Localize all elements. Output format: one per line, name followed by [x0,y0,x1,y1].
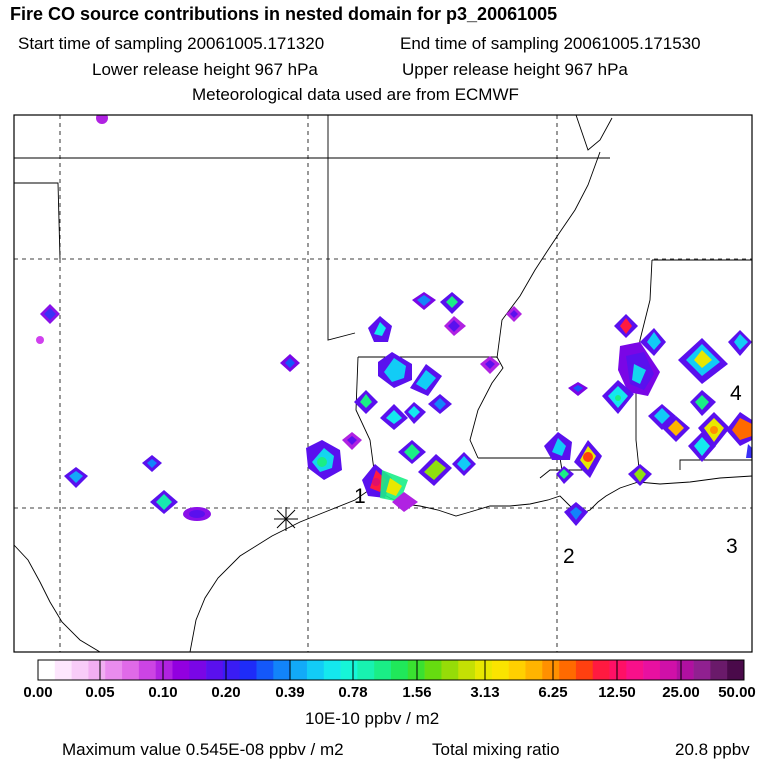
total-mixing-value: 20.8 ppbv [675,740,750,759]
color-scale-swatch [357,660,375,680]
color-scale-swatch [710,660,728,680]
international-border [14,544,101,652]
map-area: 1 2 3 4 [14,115,752,652]
scale-label: 0.20 [211,684,240,701]
color-scale-swatch [458,660,476,680]
site-label-4: 4 [730,382,742,405]
site-labels: 1 2 3 4 [354,382,742,568]
map-frame [13,114,753,653]
scale-label: 25.00 [662,684,700,701]
scale-label: 0.78 [338,684,367,701]
color-scale-swatch [475,660,493,680]
summary-line: Maximum value 0.545E-08 ppbv / m2 Total … [62,740,750,760]
max-value-text: Maximum value 0.545E-08 ppbv / m2 [62,740,344,759]
release-heights-row: Lower release height 967 hPa Upper relea… [92,60,768,80]
color-scale-bar [37,659,745,681]
color-scale-swatch [659,660,678,680]
color-scale-swatch [172,660,190,680]
total-mixing-label: Total mixing ratio [432,740,560,759]
color-scale-swatch [306,660,325,680]
color-scale-swatch [54,660,72,680]
color-scale-swatch [407,660,425,680]
color-scale-swatch [374,660,392,680]
scale-label: 50.00 [718,684,756,701]
map-title: Fire CO source contributions in nested d… [10,4,558,24]
color-scale-swatch [239,660,257,680]
color-scale-swatch [424,660,442,680]
color-scale-swatch [391,660,409,680]
color-scale-swatch [491,660,509,680]
color-scale-swatch [626,660,644,680]
upper-height-text: Upper release height 967 hPa [402,60,628,79]
color-scale-swatch [88,660,106,680]
colorbar-unit: 10E-10 ppbv / m2 [305,709,440,728]
color-scale-swatch [290,660,308,680]
color-scale-swatch [155,660,173,680]
color-scale-swatch [189,660,207,680]
color-scale-swatch [71,660,89,680]
met-data-text: Meteorological data used are from ECMWF [192,85,519,104]
color-scale-swatch [256,660,274,680]
scale-label: 0.10 [148,684,177,701]
scale-label: 6.25 [538,684,567,701]
scale-label: 0.00 [23,684,52,701]
color-scale-swatch [643,660,661,680]
color-scale-swatch [508,660,526,680]
release-point-marker [274,507,298,531]
end-time-text: End time of sampling 20061005.171530 [400,34,701,53]
color-scale-labels: 0.00 0.05 0.10 0.20 0.39 0.78 1.56 3.13 … [23,684,755,701]
color-scale-swatch [693,660,711,680]
color-scale-swatch [676,660,694,680]
color-scale-frame [37,659,745,681]
color-scale-swatch [138,660,156,680]
scale-label: 0.05 [85,684,114,701]
site-label-2: 2 [563,545,575,568]
color-scale-swatch [105,660,123,680]
start-time-text: Start time of sampling 20061005.171320 [18,34,325,53]
color-scale-swatch [340,660,358,680]
lat-lon-gridlines [14,115,752,652]
scale-label: 3.13 [470,684,499,701]
sampling-times-row: Start time of sampling 20061005.171320 E… [18,34,768,54]
color-scale-swatch [38,660,56,680]
color-scale-swatch [542,660,560,680]
site-label-3: 3 [726,535,738,558]
color-scale-swatch [206,660,224,680]
color-scale-swatch [575,660,594,680]
color-scale-swatch [609,660,627,680]
color-scale-swatch [727,660,745,680]
lower-height-text: Lower release height 967 hPa [92,60,318,79]
scale-label: 12.50 [598,684,636,701]
color-scale-swatch [441,660,459,680]
color-scale-swatch [525,660,543,680]
color-scale-swatch [323,660,341,680]
color-scale-swatch [592,660,610,680]
color-scale-swatch [222,660,241,680]
site-label-1: 1 [354,485,366,508]
scale-label: 1.56 [402,684,431,701]
color-scale-swatch [559,660,577,680]
color-scale-swatch [273,660,291,680]
color-scale-swatch [122,660,140,680]
scale-label: 0.39 [275,684,304,701]
fire-co-plumes [36,115,752,526]
